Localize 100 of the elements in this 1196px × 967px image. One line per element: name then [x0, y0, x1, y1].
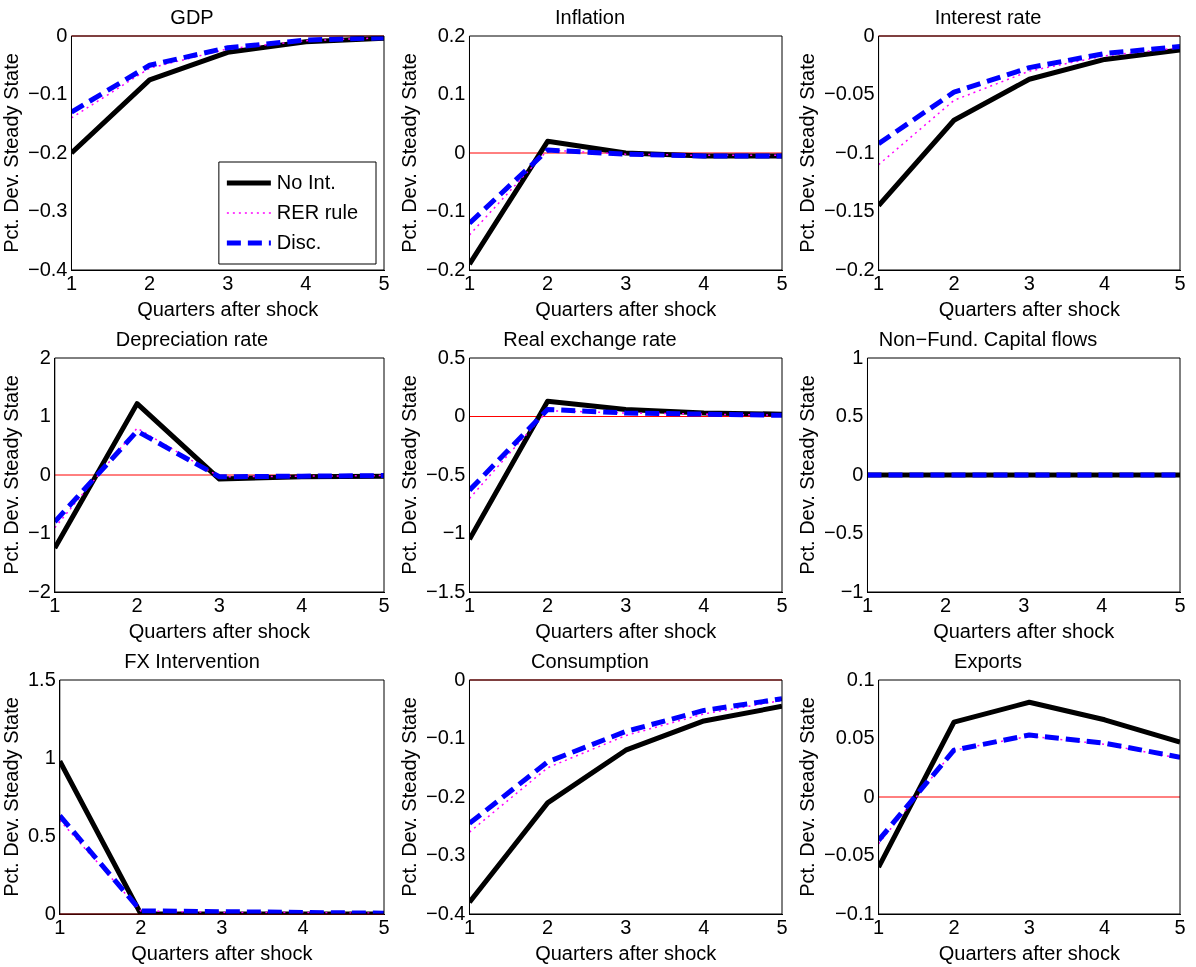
x-tick-label: 2 — [144, 271, 156, 294]
x-tick-label: 4 — [300, 271, 312, 294]
x-tick-label: 5 — [378, 271, 390, 294]
x-axis-title: Quarters after shock — [535, 941, 718, 964]
y-tick-label: 1 — [852, 345, 864, 368]
y-axis-title: Pct. Dev. Steady State — [397, 375, 420, 575]
y-tick-label: 0 — [863, 784, 875, 807]
y-tick-label: 0 — [56, 23, 68, 46]
x-axis-title: Quarters after shock — [535, 297, 718, 320]
y-tick-label: −0.1 — [426, 726, 466, 749]
x-tick-label: 4 — [1096, 593, 1108, 616]
y-axis-title: Pct. Dev. Steady State — [0, 53, 22, 253]
y-tick-label: −0.3 — [426, 843, 466, 866]
x-axis-title: Quarters after shock — [137, 297, 320, 320]
y-tick-label: 0 — [454, 404, 466, 427]
y-tick-label: −0.1 — [835, 901, 875, 924]
y-tick-label: 0 — [44, 901, 56, 924]
y-tick-label: −0.1 — [835, 140, 875, 163]
y-tick-label: 0.1 — [846, 667, 875, 690]
y-tick-label: −0.5 — [824, 521, 864, 544]
y-axis-title: Pct. Dev. Steady State — [397, 697, 420, 897]
x-tick-label: 3 — [1018, 593, 1030, 616]
x-axis-title: Quarters after shock — [131, 941, 314, 964]
chart-title: GDP — [170, 5, 214, 28]
x-tick-label: 5 — [1174, 271, 1186, 294]
y-tick-label: −0.3 — [28, 199, 68, 222]
x-tick-label: 2 — [940, 593, 952, 616]
legend-label: No Int. — [276, 170, 336, 193]
y-tick-label: −0.4 — [28, 257, 68, 280]
x-tick-label: 2 — [131, 593, 143, 616]
x-tick-label: 4 — [698, 593, 710, 616]
y-tick-label: 0 — [852, 462, 864, 485]
y-tick-label: −1 — [442, 521, 466, 544]
x-tick-label: 2 — [135, 915, 147, 938]
x-tick-label: 2 — [948, 915, 960, 938]
y-tick-label: 0.1 — [437, 82, 466, 105]
x-tick-label: 2 — [542, 593, 554, 616]
x-tick-label: 3 — [620, 915, 632, 938]
y-tick-label: 1 — [44, 745, 56, 768]
chart-title: Interest rate — [934, 5, 1042, 28]
y-tick-label: −0.2 — [426, 257, 466, 280]
y-tick-label: −0.05 — [824, 82, 875, 105]
y-tick-label: 0 — [39, 462, 51, 485]
legend-label: Disc. — [276, 230, 322, 253]
y-tick-label: 1 — [39, 404, 51, 427]
x-tick-label: 5 — [776, 915, 788, 938]
x-tick-label: 4 — [297, 915, 309, 938]
y-tick-label: 0.05 — [835, 726, 875, 749]
y-axis-title: Pct. Dev. Steady State — [795, 697, 818, 897]
x-tick-label: 3 — [222, 271, 234, 294]
y-tick-label: 0.5 — [437, 345, 466, 368]
y-tick-label: 0 — [454, 140, 466, 163]
chart-title: Real exchange rate — [503, 327, 677, 350]
y-tick-label: −0.15 — [824, 199, 875, 222]
chart-title: Depreciation rate — [115, 327, 269, 350]
x-tick-label: 4 — [698, 915, 710, 938]
y-tick-label: −0.1 — [28, 82, 68, 105]
x-tick-label: 5 — [1174, 915, 1186, 938]
x-tick-label: 5 — [776, 593, 788, 616]
x-tick-label: 4 — [296, 593, 308, 616]
y-tick-label: 1.5 — [27, 667, 56, 690]
x-tick-label: 4 — [1099, 271, 1111, 294]
y-axis-title: Pct. Dev. Steady State — [397, 53, 420, 253]
chart-title: FX Intervention — [124, 649, 260, 672]
x-tick-label: 5 — [776, 271, 788, 294]
x-tick-label: 5 — [1174, 593, 1186, 616]
y-tick-label: −0.05 — [824, 843, 875, 866]
chart-title: Inflation — [554, 5, 626, 28]
y-axis-title: Pct. Dev. Steady State — [795, 375, 818, 575]
y-tick-label: 0 — [863, 23, 875, 46]
x-axis-title: Quarters after shock — [128, 619, 311, 642]
x-tick-label: 3 — [620, 271, 632, 294]
y-axis-title: Pct. Dev. Steady State — [0, 697, 22, 897]
y-tick-label: 0 — [454, 667, 466, 690]
y-axis-title: Pct. Dev. Steady State — [795, 53, 818, 253]
x-tick-label: 3 — [216, 915, 228, 938]
x-tick-label: 4 — [1099, 915, 1111, 938]
y-tick-label: 0.5 — [27, 823, 56, 846]
y-tick-label: −0.2 — [426, 784, 466, 807]
x-axis-title: Quarters after shock — [535, 619, 718, 642]
x-tick-label: 3 — [1023, 915, 1035, 938]
x-axis-title: Quarters after shock — [938, 297, 1121, 320]
x-tick-label: 2 — [542, 271, 554, 294]
x-tick-label: 5 — [378, 915, 390, 938]
x-tick-label: 2 — [542, 915, 554, 938]
chart-title: Exports — [954, 649, 1022, 672]
chart-title: Non−Fund. Capital flows — [878, 327, 1098, 350]
y-axis-title: Pct. Dev. Steady State — [0, 375, 22, 575]
x-tick-label: 4 — [698, 271, 710, 294]
y-tick-label: −1 — [27, 521, 51, 544]
x-axis-title: Quarters after shock — [938, 941, 1121, 964]
y-tick-label: 2 — [39, 345, 51, 368]
y-tick-label: −0.4 — [426, 901, 466, 924]
legend-label: RER rule — [276, 200, 359, 223]
y-tick-label: −0.5 — [426, 462, 466, 485]
y-tick-label: −0.2 — [28, 140, 68, 163]
y-tick-label: −0.2 — [835, 257, 875, 280]
chart-title: Consumption — [531, 649, 649, 672]
y-tick-label: 0.2 — [437, 23, 466, 46]
x-tick-label: 3 — [620, 593, 632, 616]
